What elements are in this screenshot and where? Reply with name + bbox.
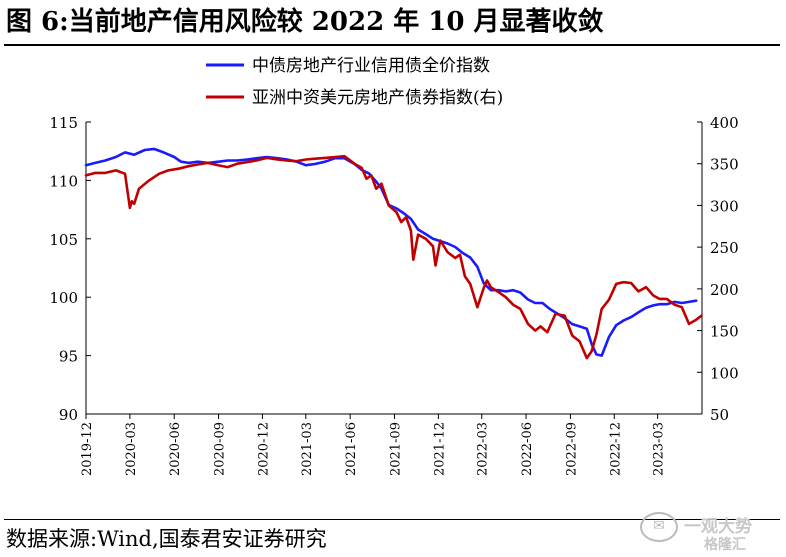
x-tick-label: 2021-09 <box>388 422 403 476</box>
source-note: 数据来源:Wind,国泰君安证券研究 <box>6 527 327 551</box>
y-tick-label-left: 90 <box>59 406 78 424</box>
y-tick-label-right: 300 <box>710 197 739 215</box>
x-tick-label: 2021-06 <box>344 422 359 476</box>
chart-container: 90 95 100 105 110 115 50 100 150 200 250 300 350 400 2… <box>0 48 786 508</box>
watermark: ✉ 一观大势 格隆汇 <box>640 510 780 554</box>
wechat-icon: ✉ <box>640 512 678 542</box>
x-tick-label: 2021-12 <box>432 422 447 476</box>
y-tick-label-right: 50 <box>710 406 729 424</box>
chart-series-group <box>84 147 703 360</box>
x-tick-label: 2023-03 <box>652 422 667 476</box>
watermark-line1: 一观大势 <box>684 517 752 537</box>
series-line-1 <box>84 147 698 357</box>
y-tick-label-right: 200 <box>710 281 739 299</box>
watermark-line2: 格隆汇 <box>704 537 746 553</box>
x-tick-label: 2020-09 <box>213 422 228 476</box>
x-tick-label: 2021-03 <box>300 422 315 476</box>
legend-label-2: 亚洲中资美元房地产债券指数(右) <box>252 88 503 108</box>
y-tick-label-left: 110 <box>49 172 78 190</box>
source-rule <box>4 519 780 520</box>
figure-title: 图 6:当前地产信用风险较 2022 年 10 月显著收敛 <box>6 7 604 37</box>
y-tick-label-right: 350 <box>710 156 739 174</box>
y-tick-label-right: 100 <box>710 364 739 382</box>
x-tick-label: 2020-03 <box>124 422 139 476</box>
chart-axes: 90 95 100 105 110 115 50 100 150 200 250 300 350 400 2… <box>49 114 738 476</box>
x-tick-label: 2020-06 <box>168 422 183 476</box>
y-tick-label-left: 115 <box>49 114 78 132</box>
y-tick-label-right: 400 <box>710 114 739 132</box>
line-chart: 90 95 100 105 110 115 50 100 150 200 250 300 350 400 2… <box>49 56 738 476</box>
x-tick-label: 2022-03 <box>476 422 491 476</box>
y-tick-label-left: 105 <box>49 231 78 249</box>
x-tick-label: 2022-09 <box>564 422 579 476</box>
y-tick-label-right: 250 <box>710 239 739 257</box>
title-rule <box>4 44 780 46</box>
x-tick-label: 2022-06 <box>520 422 535 476</box>
series-line-2 <box>84 154 703 360</box>
legend-label-1: 中债房地产行业信用债全价指数 <box>252 56 490 76</box>
y-tick-label-left: 100 <box>49 289 78 307</box>
x-tick-label: 2019-12 <box>80 422 95 476</box>
x-tick-label: 2022-12 <box>608 422 623 476</box>
x-tick-label: 2020-12 <box>256 422 271 476</box>
y-tick-label-left: 95 <box>59 348 78 366</box>
y-tick-label-right: 150 <box>710 323 739 341</box>
